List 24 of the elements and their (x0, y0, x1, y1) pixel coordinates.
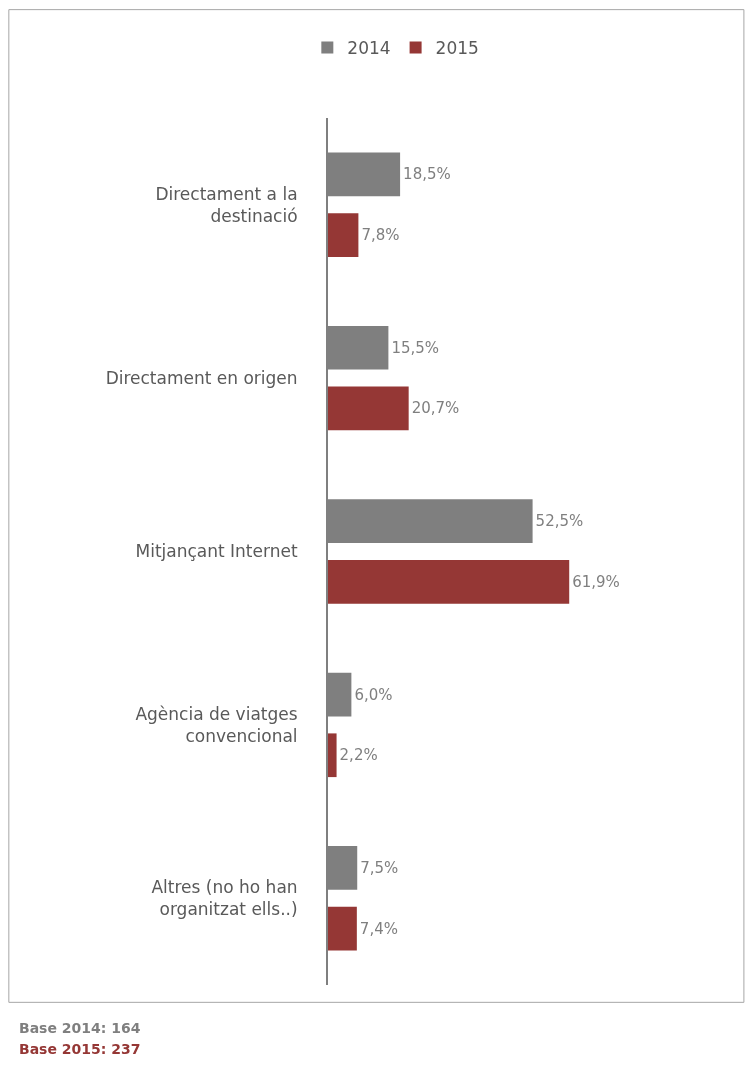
data-label: 52,5% (535, 512, 584, 531)
legend-label: 2014 (347, 38, 391, 59)
legend-label: 2015 (435, 38, 479, 59)
data-label: 15,5% (391, 338, 440, 357)
y-tick-label: Altres (no ho han organitzat ells..) (151, 877, 298, 920)
data-label: 7,8% (361, 226, 400, 245)
data-label: 61,9% (572, 572, 620, 591)
text: Base 2014: 164 (19, 1020, 141, 1036)
data-label: 18,5% (403, 165, 451, 184)
y-tick-label: Directament en origen (105, 368, 298, 389)
bar (328, 733, 337, 778)
y-tick-label: Agència de viatges convencional (135, 703, 298, 746)
data-label: 20,7% (411, 399, 460, 418)
text: Base 2015: 237 (19, 1041, 141, 1057)
y-tick-label: Mitjançant Internet (135, 541, 298, 562)
data-label: 6,0% (354, 685, 393, 704)
data-label: 7,4% (359, 919, 398, 938)
bar (328, 906, 357, 951)
bar (328, 386, 409, 431)
bar (328, 560, 570, 604)
data-label: 2,2% (339, 746, 378, 765)
bar (328, 213, 359, 257)
y-tick-label: Directament a la destinació (155, 183, 298, 226)
data-label: 7,5% (360, 858, 399, 877)
